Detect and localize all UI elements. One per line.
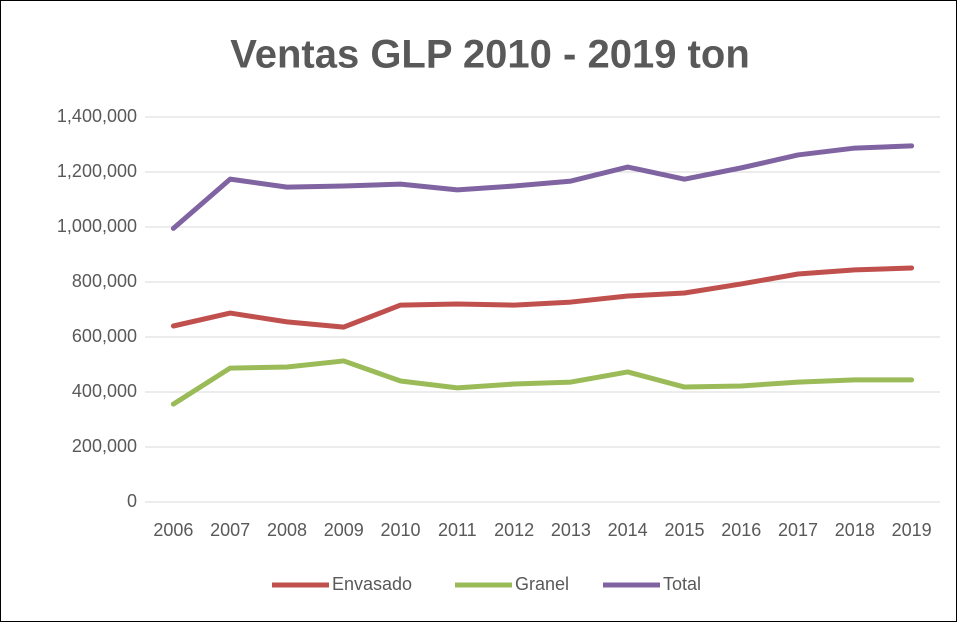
y-tick-label: 800,000	[72, 271, 137, 291]
x-tick-label: 2010	[381, 520, 421, 540]
y-tick-label: 200,000	[72, 436, 137, 456]
y-tick-label: 1,400,000	[57, 106, 137, 126]
legend-label: Envasado	[332, 574, 412, 594]
legend-label: Total	[663, 574, 701, 594]
x-tick-label: 2013	[551, 520, 591, 540]
x-tick-label: 2009	[324, 520, 364, 540]
x-tick-label: 2019	[892, 520, 932, 540]
series-line	[170, 265, 915, 330]
x-tick-label: 2016	[721, 520, 761, 540]
x-tick-label: 2011	[438, 520, 477, 540]
x-tick-label: 2008	[267, 520, 307, 540]
x-tick-label: 2015	[664, 520, 704, 540]
chart-title: Ventas GLP 2010 - 2019 ton	[230, 33, 750, 77]
x-tick-label: 2007	[210, 520, 250, 540]
x-tick-label: 2006	[153, 520, 193, 540]
x-tick-label: 2018	[835, 520, 875, 540]
y-tick-label: 0	[127, 491, 137, 511]
y-tick-label: 600,000	[72, 326, 137, 346]
x-tick-label: 2017	[778, 520, 818, 540]
y-tick-label: 400,000	[72, 381, 137, 401]
series-line	[170, 143, 915, 231]
y-tick-label: 1,200,000	[57, 161, 137, 181]
x-tick-label: 2014	[608, 520, 648, 540]
x-tick-label: 2012	[494, 520, 534, 540]
y-tick-label: 1,000,000	[57, 216, 137, 236]
series-line	[170, 358, 915, 407]
legend-label: Granel	[515, 574, 569, 594]
